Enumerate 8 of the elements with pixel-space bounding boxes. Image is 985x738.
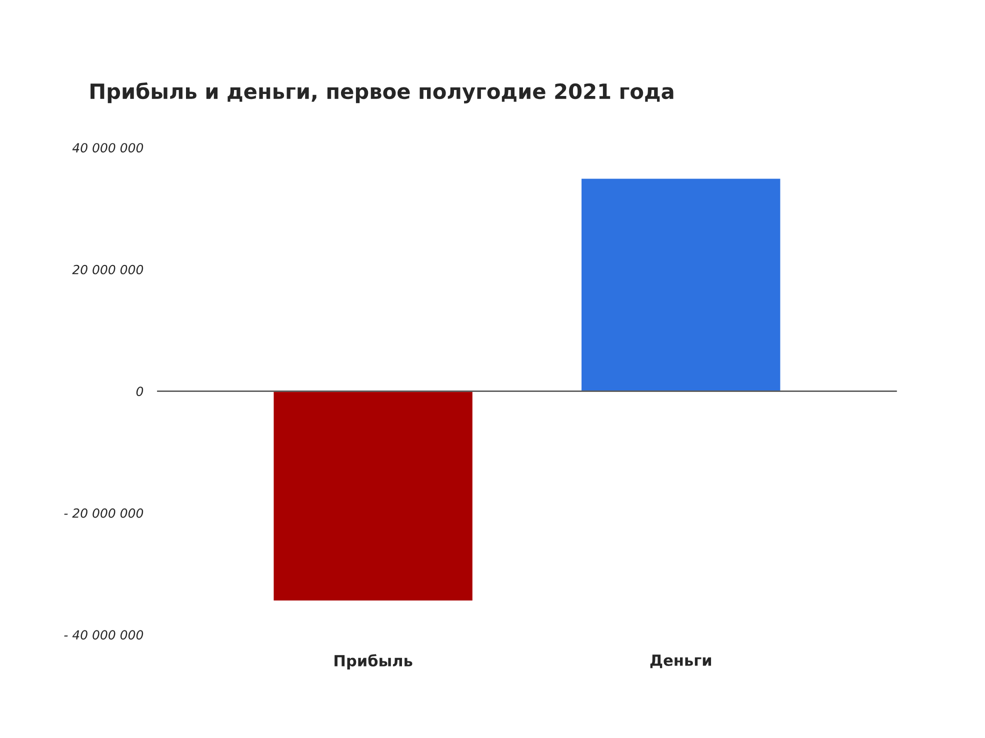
x-tick-label: Деньги <box>650 654 712 668</box>
y-tick-label: 40 000 000 <box>72 143 144 153</box>
chart-title: Прибыль и деньги, первое полугодие 2021 года <box>90 82 674 104</box>
y-tick-label: - 40 000 000 <box>64 630 144 640</box>
y-tick-label: - 20 000 000 <box>64 508 144 518</box>
y-tick-label: 0 <box>136 386 144 396</box>
y-tick-label: 20 000 000 <box>72 264 144 274</box>
x-tick-label: Прибыль <box>334 654 412 670</box>
